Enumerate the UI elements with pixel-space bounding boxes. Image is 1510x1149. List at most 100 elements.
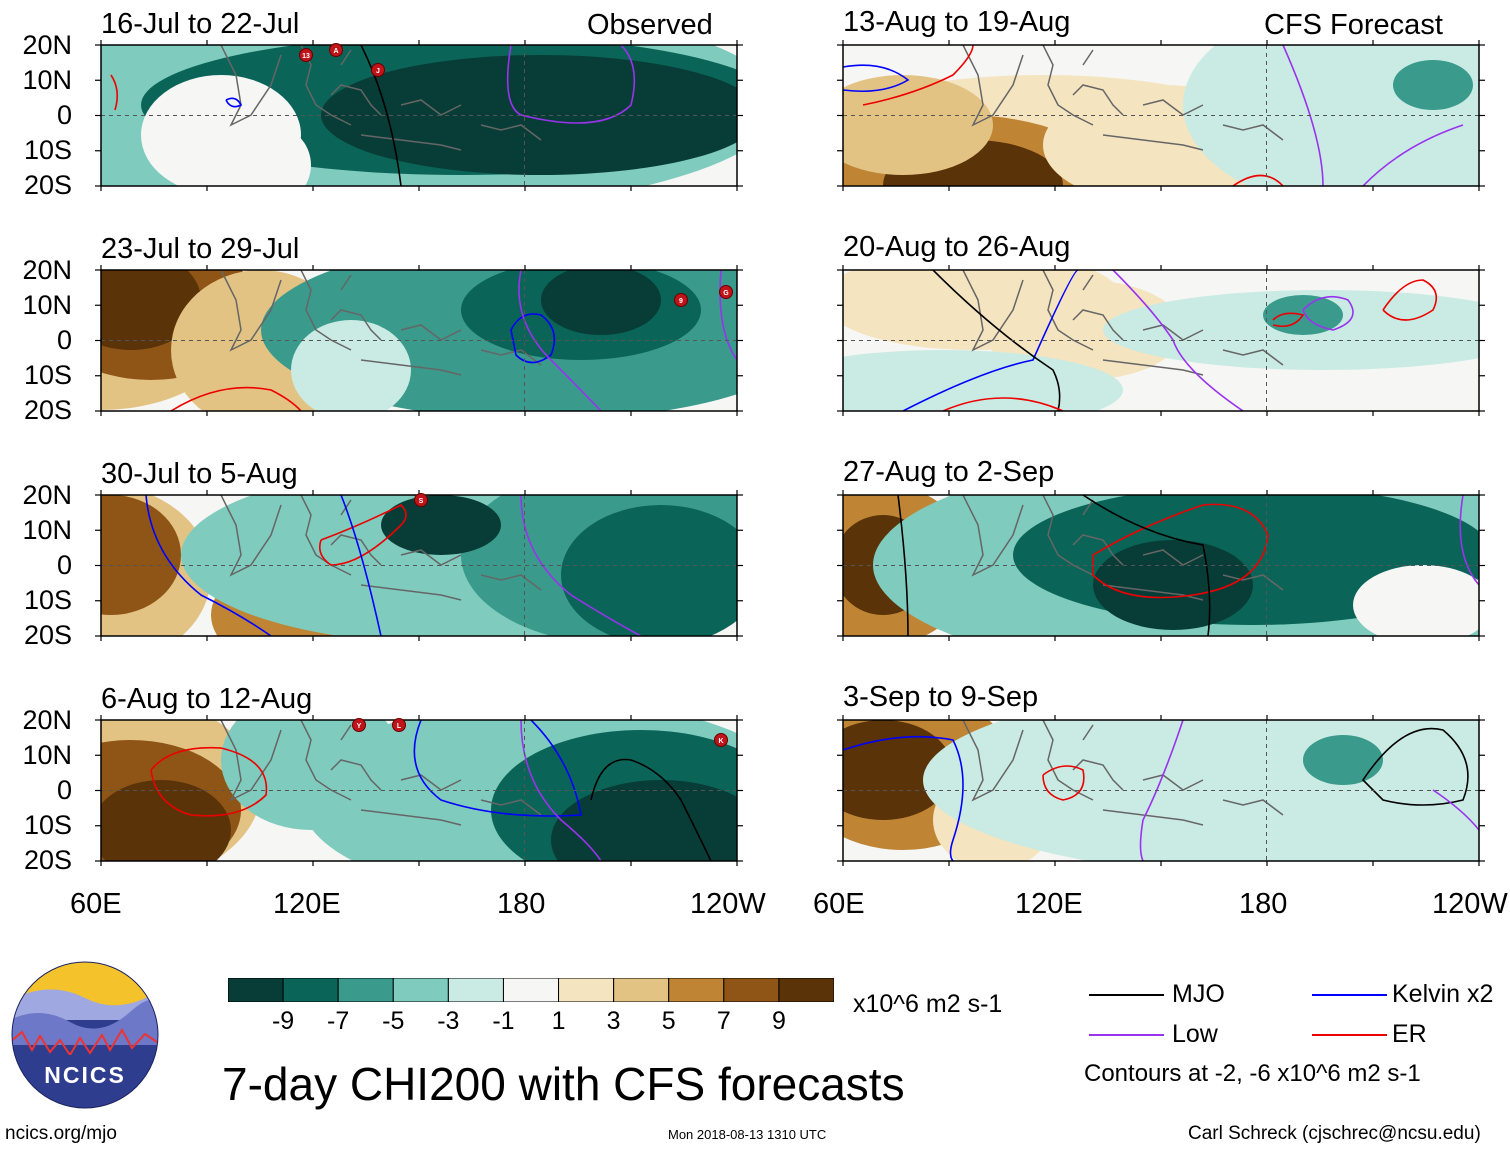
coastline [220,270,542,376]
coastline [962,495,1284,601]
storm-marker: A [329,43,343,57]
lon-label: 120W [690,888,766,920]
legend-swatch-kelvin [1312,994,1387,996]
legend-swatch-low [1089,1034,1164,1036]
lat-label: 10S [23,135,72,165]
lat-label: 0 [56,100,72,130]
storm-label: 13 [302,53,310,60]
lat-label: 20S [23,395,72,425]
lon-label: 120W [1432,888,1508,920]
wave-contour [520,720,602,861]
forecast-panel-title: 20-Aug to 26-Aug [843,231,1071,263]
anomaly-region [1303,735,1383,785]
wave-contour [590,758,712,861]
storm-marker: 13 [299,48,313,62]
lat-label: 10N [22,740,72,770]
anomaly-region [551,780,737,861]
map-panel: 9G [95,265,743,416]
wave-contour [1042,765,1085,801]
storm-label: 9 [679,298,683,305]
lat-label: 20N [22,480,72,510]
colorbar-units: x10^6 m2 s-1 [853,990,1003,1018]
storm-marker: J [371,63,385,77]
website-link[interactable]: ncics.org/mjo [5,1123,117,1144]
storm-label: J [376,68,380,75]
lat-label: 0 [56,775,72,805]
observed-panel-title: 16-Jul to 22-Jul [101,8,300,40]
wave-contour [1272,312,1305,328]
coastline [962,45,1284,151]
coastline [220,495,542,601]
colorbar-tick-label: -9 [271,1007,295,1035]
legend-label-kelvin: Kelvin x2 [1392,980,1494,1008]
wave-contour [1302,295,1354,331]
lon-label: 120E [273,888,341,920]
anomaly-region [321,55,737,175]
anomaly-region [291,320,411,411]
wave-contour [1432,789,1479,831]
storm-marker: K [714,733,728,747]
legend-swatch-er [1312,1034,1387,1036]
colorbar-swatch [282,978,339,1002]
lat-label: 20N [22,255,72,285]
wave-contour [518,270,602,411]
storm-marker: S [414,493,428,507]
wave-contour [897,495,909,636]
wave-contour [1082,495,1211,636]
storm-marker: 9 [674,293,688,307]
wave-contour [145,495,272,636]
colorbar-tick-label: -5 [382,1007,405,1035]
lat-label: 0 [56,550,72,580]
colorbar-tick-label: 1 [551,1007,566,1035]
wave-contour [1459,495,1479,586]
wave-contour [1361,727,1469,806]
anomaly-region [381,495,501,555]
wave-contour [942,397,1064,411]
wave-contour [1362,124,1464,186]
colorbar [228,978,834,1002]
logo-text: NCICS [44,1062,126,1088]
anomaly-region [1093,540,1253,630]
anomaly-region [983,280,1183,380]
wave-contour [1382,279,1438,321]
map-panel [837,715,1485,866]
anomaly-region [1353,565,1479,636]
wave-contour [318,504,407,566]
storm-marker: L [392,718,406,732]
coastline [962,720,1284,826]
coastline [962,270,1284,376]
lat-label: 10S [23,360,72,390]
lon-label: 180 [497,888,546,920]
forecast-panel-title: 3-Sep to 9-Sep [843,681,1039,713]
lat-label: 10N [22,515,72,545]
lon-label: 120E [1015,888,1083,920]
anomaly-region [843,720,953,820]
observed-panel-title: 23-Jul to 29-Jul [101,233,300,265]
author-credit: Carl Schreck (cjschrec@ncsu.edu) [1188,1123,1481,1144]
lat-label: 10N [22,65,72,95]
forecast-label: CFS Forecast [1264,9,1443,41]
wave-contour [1092,503,1269,599]
colorbar-swatch [337,978,394,1002]
coastline [220,720,542,826]
coastline [220,45,542,151]
anomaly-region [101,780,231,861]
lat-label: 20S [23,845,72,875]
lat-label: 20N [22,705,72,735]
legend-label-low: Low [1172,1020,1218,1048]
legend-swatch-mjo [1089,994,1164,996]
lat-label: 20S [23,620,72,650]
legend-label-mjo: MJO [1172,980,1225,1008]
map-panel [837,265,1485,416]
lat-label: 20S [23,170,72,200]
anomaly-region [843,350,1123,411]
wave-contour [932,270,1061,411]
forecast-panel-title: 13-Aug to 19-Aug [843,6,1071,38]
map-panel [837,40,1485,191]
lon-label: 60E [70,888,122,920]
wave-contour [110,74,119,111]
lon-label: 180 [1239,888,1288,920]
storm-label: S [419,498,424,505]
colorbar-tick-label: 5 [661,1007,676,1035]
storm-label: A [333,48,338,55]
